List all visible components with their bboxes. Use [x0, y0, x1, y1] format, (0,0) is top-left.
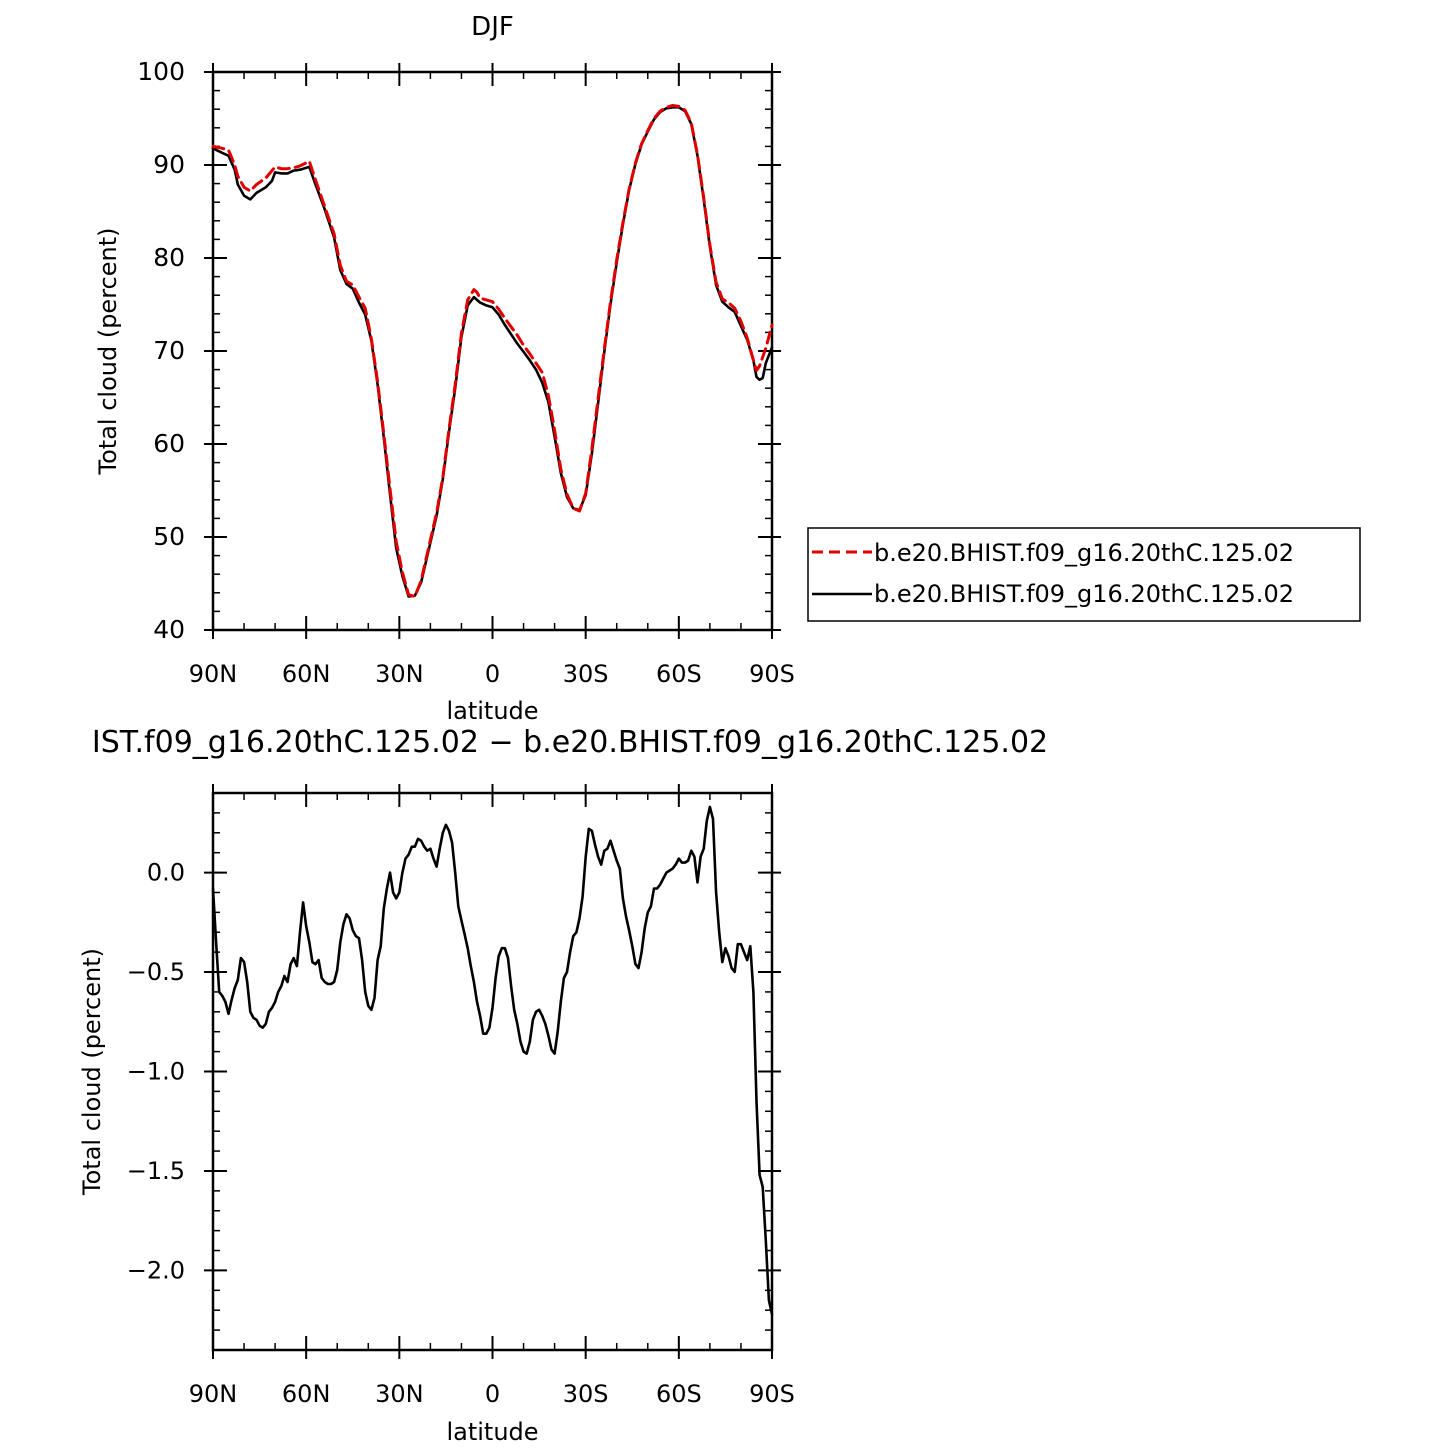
top-chart-panel: DJF latitude Total cloud (percent) 90N 60… [94, 12, 795, 725]
x-tick-label: 0 [485, 660, 500, 688]
legend-entry-label: b.e20.BHIST.f09_g16.20thC.125.02 [874, 580, 1294, 608]
legend-box [807, 527, 1361, 622]
x-tick-label: 90S [749, 1380, 795, 1408]
y-tick-label: −2.0 [127, 1256, 185, 1284]
y-tick-label: −0.5 [127, 958, 185, 986]
y-tick-label: 50 [153, 522, 185, 551]
bottom-chart-panel: IST.f09_g16.20thC.125.02 − b.e20.BHIST.f… [78, 725, 1048, 1446]
y-axis-label: Total cloud (percent) [78, 948, 106, 1196]
data-line-black-solid [211, 106, 774, 598]
chart-title: DJF [471, 12, 514, 42]
y-tick-label: 60 [153, 429, 185, 458]
x-tick-label: 30N [375, 660, 424, 688]
x-tick-label: 90S [749, 660, 795, 688]
x-axis-label: latitude [446, 697, 538, 725]
x-tick-label: 30S [563, 660, 609, 688]
y-tick-label: −1.5 [127, 1157, 185, 1185]
x-tick-label: 0 [485, 1380, 500, 1408]
x-tick-label: 60S [656, 1380, 702, 1408]
y-tick-label: 100 [137, 57, 185, 86]
y-tick-label: 90 [153, 150, 185, 179]
x-tick-label: 90N [189, 660, 238, 688]
y-tick-label: 70 [153, 336, 185, 365]
y-tick-label: 0.0 [147, 859, 185, 887]
x-tick-label: 60N [282, 660, 331, 688]
chart-title: IST.f09_g16.20thC.125.02 − b.e20.BHIST.f… [92, 725, 1048, 760]
y-tick-label: −1.0 [127, 1058, 185, 1086]
x-axis-label: latitude [446, 1418, 538, 1446]
data-line-black-solid [211, 805, 774, 1316]
y-tick-label: 80 [153, 243, 185, 272]
x-tick-label: 60N [282, 1380, 331, 1408]
legend-entry-label: b.e20.BHIST.f09_g16.20thC.125.02 [874, 539, 1294, 567]
plot-frame [211, 70, 774, 632]
plot-frame [211, 791, 774, 1352]
x-tick-label: 30N [375, 1380, 424, 1408]
x-tick-label: 90N [189, 1380, 238, 1408]
y-tick-label: 40 [153, 615, 185, 644]
data-line-red-dashed [211, 104, 774, 598]
x-tick-label: 60S [656, 660, 702, 688]
y-axis-label: Total cloud (percent) [94, 228, 122, 476]
x-tick-label: 30S [563, 1380, 609, 1408]
legend: b.e20.BHIST.f09_g16.20thC.125.02 b.e20.B… [807, 527, 1361, 622]
